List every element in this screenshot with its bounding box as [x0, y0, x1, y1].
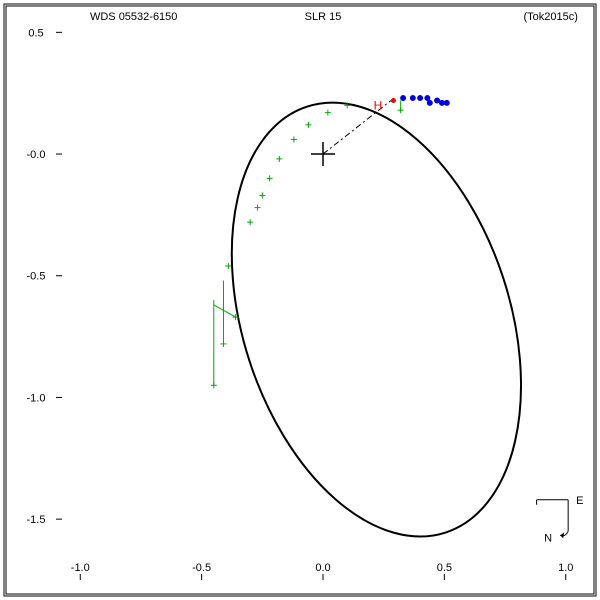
svg-text:N: N — [544, 532, 552, 544]
svg-text:-1.0: -1.0 — [27, 392, 46, 404]
svg-text:-1.0: -1.0 — [71, 562, 90, 574]
chart-container: WDS 05532-6150 SLR 15 (Tok2015c) -1.0 -0.5 0.… — [0, 0, 600, 600]
svg-text:0.0: 0.0 — [315, 562, 330, 574]
svg-text:WDS 05532-6150: WDS 05532-6150 — [90, 11, 177, 23]
svg-text:H: H — [374, 98, 383, 112]
svg-text:0.5: 0.5 — [437, 562, 452, 574]
svg-text:E: E — [576, 495, 583, 507]
svg-text:SLR 15: SLR 15 — [305, 11, 342, 23]
svg-text:-1.5: -1.5 — [27, 514, 46, 526]
svg-text:1.0: 1.0 — [558, 562, 573, 574]
svg-text:(Tok2015c): (Tok2015c) — [523, 11, 577, 23]
svg-text:0.5: 0.5 — [28, 27, 43, 39]
svg-text:-0.5: -0.5 — [27, 271, 46, 283]
svg-text:-0.0: -0.0 — [27, 149, 46, 161]
orbit-chart: WDS 05532-6150 SLR 15 (Tok2015c) -1.0 -0.5 0.… — [0, 0, 600, 600]
svg-text:-0.5: -0.5 — [192, 562, 211, 574]
